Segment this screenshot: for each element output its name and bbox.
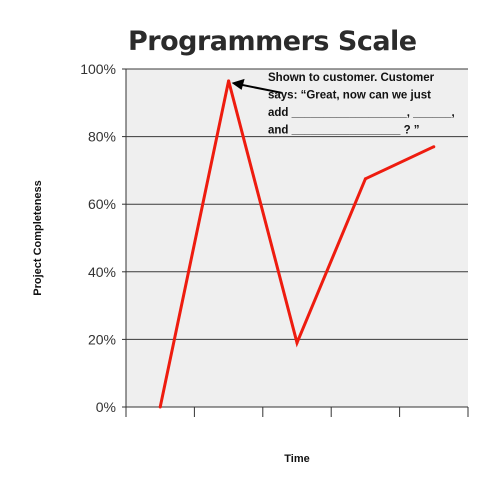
data-point (363, 177, 367, 181)
axes (122, 68, 469, 417)
data-point (227, 79, 231, 83)
annotation-line: add __________________, ______, (268, 107, 455, 119)
plot-area (126, 69, 468, 407)
y-tick-label: 40% (88, 264, 116, 280)
data-point (432, 145, 436, 149)
y-tick-label: 100% (80, 61, 116, 77)
annotation-line: says: “Great, now can we just (268, 90, 431, 102)
gridlines (126, 68, 468, 340)
y-tick-label: 20% (88, 331, 116, 347)
annotation-arrow-head (231, 78, 245, 90)
y-tick-label: 60% (88, 196, 116, 212)
chart-title: Programmers Scale (128, 26, 417, 57)
x-axis-label: Time (284, 453, 309, 465)
annotation-line: Shown to customer. Customer (268, 72, 435, 84)
data-point (295, 341, 299, 345)
y-axis-label: Project Completeness (32, 180, 44, 296)
y-tick-label: 0% (96, 399, 116, 415)
data-point (158, 405, 162, 409)
annotation-line: and _________________ ? ” (268, 125, 420, 137)
series-layer (158, 79, 436, 409)
annotation-arrow-shaft (241, 83, 282, 94)
annotation: Shown to customer. Customer says: “Great,… (231, 72, 455, 137)
y-tick-labels: 0% 20% 40% 60% 80% 100% (80, 61, 116, 415)
y-tick-label: 80% (88, 129, 116, 145)
